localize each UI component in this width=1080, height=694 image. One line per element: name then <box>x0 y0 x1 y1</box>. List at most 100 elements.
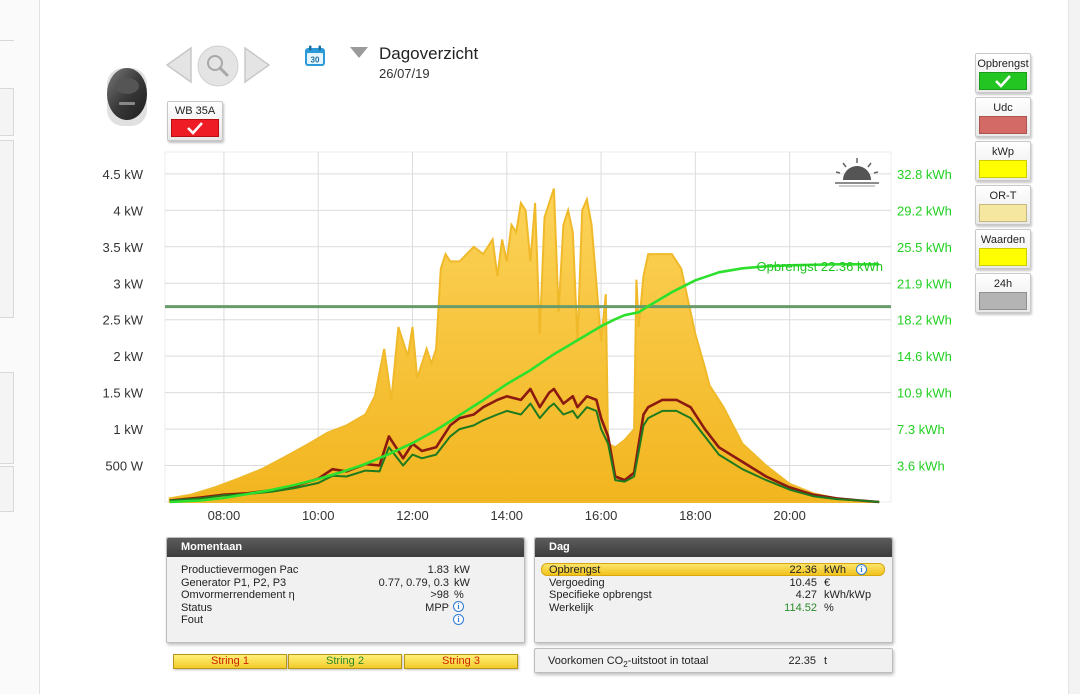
rail-block <box>0 88 14 136</box>
x-tick-label: 12:00 <box>396 508 429 523</box>
view-dropdown-toggle[interactable] <box>350 47 368 58</box>
y-right-tick-label: 32.8 kWh <box>897 167 952 182</box>
string-2-button[interactable]: String 2 <box>288 654 402 669</box>
y-right-tick-label: 29.2 kWh <box>897 203 952 218</box>
next-day-button[interactable] <box>243 46 271 84</box>
toggle-kwp-button[interactable]: kWp <box>975 141 1031 181</box>
device-label: WB 35A <box>174 105 216 117</box>
y-right-tick-label: 18.2 kWh <box>897 313 952 328</box>
toggle-udc-button[interactable]: Udc <box>975 97 1031 137</box>
y-left-tick-label: 3.5 kW <box>103 240 144 255</box>
momentaan-row: Status MPP <box>181 602 481 614</box>
rail-block <box>0 140 14 318</box>
row-label: Werkelijk <box>549 601 594 614</box>
toggle-color-swatch <box>979 292 1027 310</box>
dag-row: Opbrengst 22.36 kWh <box>549 564 879 576</box>
yield-info-icon[interactable]: i <box>856 564 867 575</box>
sunrise-icon <box>835 158 879 187</box>
y-left-tick-label: 2.5 kW <box>103 313 144 328</box>
toggle-24h-button[interactable]: 24h <box>975 273 1031 313</box>
momentaan-panel: Momentaan <box>166 537 525 643</box>
string-3-button[interactable]: String 3 <box>404 654 518 669</box>
row-unit: % <box>454 589 464 601</box>
dag-row: Vergoeding 10.45 € <box>549 577 879 589</box>
y-left-tick-label: 1 kW <box>113 422 143 437</box>
co2-value: 22.35 <box>788 655 816 667</box>
toggle-color-swatch <box>979 72 1027 90</box>
y-right-tick-label: 21.9 kWh <box>897 276 952 291</box>
x-tick-label: 18:00 <box>679 508 712 523</box>
co2-panel <box>534 648 893 673</box>
co2-row: Voorkomen CO2-uitstoot in totaal 22.35 t <box>548 655 888 669</box>
error-info-icon[interactable]: i <box>453 614 464 625</box>
yield-row-highlight <box>541 563 885 576</box>
co2-unit: t <box>824 655 828 667</box>
string-1-label: String 1 <box>211 655 249 667</box>
y-left-tick-label: 3 kW <box>113 276 143 291</box>
row-label: Opbrengst <box>549 564 601 576</box>
left-rail <box>0 0 40 694</box>
x-tick-label: 10:00 <box>302 508 335 523</box>
x-tick-label: 08:00 <box>208 508 241 523</box>
row-value: 114.52 <box>784 601 817 614</box>
row-label: Vergoeding <box>549 576 605 589</box>
generator-line-green <box>169 402 880 503</box>
y-right-tick-label: 3.6 kWh <box>897 459 945 474</box>
dag-title: Dag <box>535 538 892 557</box>
x-tick-label: 20:00 <box>773 508 806 523</box>
row-unit: kWh/kWp <box>824 589 872 601</box>
x-tick-label: 14:00 <box>491 508 524 523</box>
row-label: Status <box>181 601 213 614</box>
row-value: 22.36 <box>789 564 817 576</box>
momentaan-row: Fout <box>181 614 481 626</box>
production-chart: 08:00 10:00 12:00 14:00 16:00 18:00 20:00 500 W… <box>103 151 952 523</box>
toggle-label: Opbrengst <box>977 58 1029 70</box>
inverter-image <box>107 68 147 126</box>
row-label: Omvormerrendement η <box>181 589 295 601</box>
zoom-button[interactable] <box>197 45 239 87</box>
toggle-opbrengst-button[interactable]: Opbrengst <box>975 53 1031 93</box>
y-left-tick-label: 4.5 kW <box>103 167 144 182</box>
toggle-or-t-button[interactable]: OR-T <box>975 185 1031 225</box>
page-title: Dagoverzicht <box>379 44 479 63</box>
row-label: Generator P1, P2, P3 <box>181 576 287 589</box>
yield-annotation: Opbrengst 22.36 kWh <box>757 259 883 274</box>
row-label: Productievermogen Pac <box>181 564 299 576</box>
toggle-label: OR-T <box>989 190 1017 202</box>
y-right-tick-label: 10.9 kWh <box>897 386 952 401</box>
row-value: 1.83 <box>427 564 449 576</box>
toggle-waarden-button[interactable]: Waarden <box>975 229 1031 269</box>
toggle-label: kWp <box>992 146 1014 158</box>
status-info-icon[interactable]: i <box>453 601 464 612</box>
x-tick-label: 16:00 <box>585 508 618 523</box>
row-unit: € <box>824 576 831 589</box>
device-toggle-button[interactable]: WB 35A <box>167 101 223 141</box>
y-left-tick-label: 4 kW <box>113 203 143 218</box>
calendar-icon[interactable]: 30 <box>304 45 326 67</box>
y-left-tick-label: 2 kW <box>113 349 143 364</box>
row-value: MPP <box>425 601 449 614</box>
toggle-color-swatch <box>979 204 1027 222</box>
string-1-button[interactable]: String 1 <box>173 654 287 669</box>
y-right-tick-label: 25.5 kWh <box>897 240 952 255</box>
y-left-tick-label: 500 W <box>105 459 143 474</box>
toggle-label: Waarden <box>980 234 1026 246</box>
row-value: 0.77, 0.79, 0.3 <box>378 576 449 589</box>
row-value: >98 <box>430 589 449 601</box>
row-label: Specifieke opbrengst <box>549 589 652 601</box>
dag-row: Specifieke opbrengst 4.27 kWh/kWp <box>549 589 879 601</box>
yield-line <box>169 263 880 504</box>
check-icon <box>995 75 1011 88</box>
calendar-day: 30 <box>311 56 320 65</box>
prev-day-button[interactable] <box>165 46 193 84</box>
y-right-tick-label: 14.6 kWh <box>897 349 952 364</box>
toggle-color-swatch <box>979 160 1027 178</box>
string-2-label: String 2 <box>326 655 364 667</box>
row-unit: kW <box>454 564 470 576</box>
dag-panel: Dag <box>534 537 893 643</box>
row-value: 4.27 <box>795 589 817 601</box>
momentaan-title: Momentaan <box>167 538 524 557</box>
rail-divider <box>0 40 14 41</box>
toggle-color-swatch <box>979 116 1027 134</box>
co2-label: Voorkomen CO2-uitstoot in totaal <box>548 655 709 670</box>
